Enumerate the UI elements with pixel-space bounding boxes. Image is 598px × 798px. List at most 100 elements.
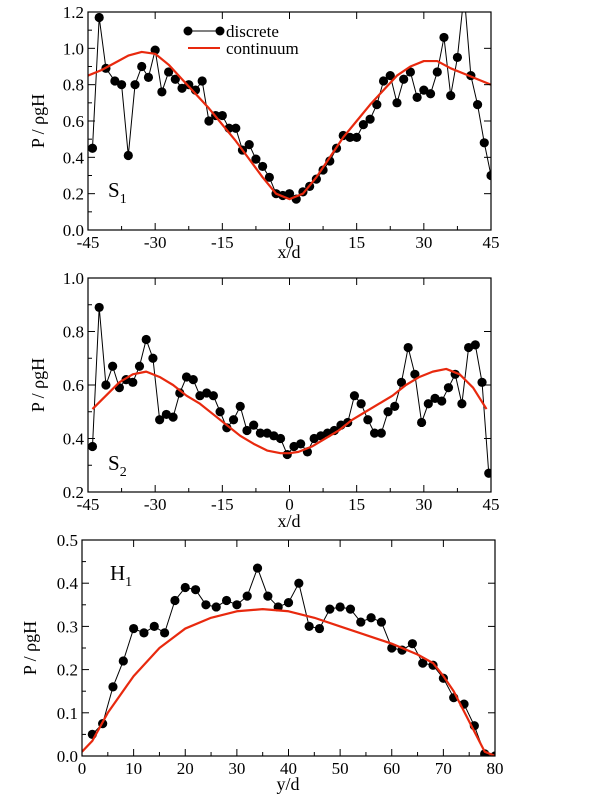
panel-h1-discrete-point — [118, 656, 128, 666]
panel-s2-discrete-point — [148, 353, 158, 363]
panel-s2-discrete-point — [437, 396, 447, 406]
panel-h1-discrete-point — [325, 604, 335, 614]
panel-h1-x-axis-label: y/d — [276, 774, 299, 794]
panel-s1-continuum-line — [88, 50, 491, 201]
panel-h1-discrete-point — [160, 628, 170, 638]
panel-h1-y-tick-label: 0.3 — [57, 617, 78, 636]
panel-s2-discrete-point — [416, 417, 427, 428]
panel-h1-discrete-point — [283, 598, 294, 608]
panel-s1-discrete-point — [137, 61, 147, 72]
panel-s1-discrete-point — [197, 76, 207, 86]
panel-s2-discrete-point — [188, 375, 198, 385]
panel-s2-discrete-point — [94, 302, 104, 313]
panel-s1-discrete-point — [116, 80, 127, 90]
panel-s2-discrete-point — [383, 407, 393, 417]
panel-s1-y-tick-label: 0.8 — [63, 76, 84, 95]
panel-h1-discrete-point — [345, 604, 356, 614]
panel-s1-discrete-point — [479, 138, 489, 148]
panel-h1-continuum-line — [82, 608, 495, 756]
panel-h1-x-tick-label: 0 — [78, 759, 87, 778]
panel-s2-discrete-point — [208, 391, 218, 401]
panel-s1-discrete-point — [143, 72, 154, 82]
panel-s2-label: S2 — [108, 451, 127, 480]
panel-s2-discrete-point — [457, 399, 467, 409]
panel-s1-x-tick-label: 0 — [285, 233, 294, 252]
panel-s1-discrete-point — [358, 120, 368, 130]
panel-s1-y-tick-label: 0.2 — [63, 185, 84, 204]
panel-s1-y-axis-label: P / ρgH — [28, 94, 48, 148]
panel-s2-y-tick-label: 1.0 — [63, 269, 84, 288]
panel-s1-discrete-point — [399, 74, 409, 84]
panel-s2-discrete-point — [101, 380, 111, 390]
panel-h1-y-tick-label: 0.1 — [57, 704, 78, 723]
panel-s1-x-tick-label: 15 — [348, 233, 365, 252]
panel-s1-plot-area — [88, 12, 491, 204]
panel-s1-y-tick-label: 1.0 — [63, 39, 84, 58]
panel-s1-discrete-point — [231, 123, 241, 133]
legend-discrete-marker-left — [183, 26, 193, 36]
panel-s1-discrete-point — [405, 67, 415, 77]
panel-h1-discrete-point — [232, 600, 242, 610]
panel-s2-label-sub: 2 — [120, 465, 127, 480]
panel-h1-x-tick-label: 30 — [228, 759, 245, 778]
panel-s1-discrete-point — [184, 80, 194, 90]
panel-s1-discrete-point — [432, 67, 442, 77]
panel-s1-discrete-point — [157, 87, 167, 97]
panel-s2-discrete-point — [423, 399, 433, 409]
panel-s2-discrete-point — [108, 361, 118, 371]
panel-s1-discrete-point — [486, 170, 491, 181]
panel-h1-plot-area — [82, 563, 495, 756]
panel-s2-x-tick-label: -30 — [144, 495, 167, 514]
panel-h1-discrete-point — [211, 602, 221, 612]
panel-s2-x-tick-label: 30 — [415, 495, 432, 514]
panel-h1-x-tick-label: 50 — [332, 759, 349, 778]
panel-s2-discrete-point — [168, 412, 178, 422]
panel-s2-discrete-point — [390, 401, 400, 411]
panel-s1: -45 -30 -15 0 15 30 45 0.0 0.2 0.4 0.6 0.8 1.0 1.2 x/… — [28, 3, 500, 262]
panel-s2-x-tick-label: 0 — [285, 495, 294, 514]
panel-s2-discrete-point — [396, 377, 407, 387]
panel-h1-x-tick-label: 20 — [177, 759, 194, 778]
panel-h1-discrete-point — [418, 658, 428, 668]
panel-s1-y-tick-label: 0.6 — [63, 112, 84, 131]
panel-s1-discrete-point — [412, 92, 422, 102]
legend-discrete-label: discrete — [226, 22, 279, 41]
panel-h1-discrete-point — [221, 595, 232, 606]
panel-h1-y-tick-label: 0.2 — [57, 661, 78, 680]
panel-s2-discrete-point — [228, 415, 239, 425]
panel-s1-x-tick-label: 30 — [415, 233, 432, 252]
panel-h1-y-tick-label: 0.5 — [57, 531, 78, 550]
panel-s1-discrete-point — [439, 32, 449, 43]
panel-h1-discrete-point — [149, 621, 159, 632]
panel-h1-discrete-point — [190, 585, 201, 595]
panel-h1-discrete-point — [263, 591, 273, 601]
panel-s1-y-tick-label: 0.0 — [63, 221, 84, 240]
panel-s2-discrete-point — [376, 428, 386, 438]
panel-s1-discrete-point — [378, 76, 389, 86]
panel-s1-discrete-point — [372, 100, 382, 110]
panel-s1-y-tick-label: 1.2 — [63, 3, 84, 22]
panel-s2-plot-area — [88, 302, 491, 478]
panel-h1-discrete-point — [314, 623, 325, 634]
panel-s2-discrete-point — [242, 425, 252, 436]
panel-h1-discrete-point — [356, 617, 366, 627]
panel-h1-frame — [81, 539, 496, 757]
panel-s1-discrete-point — [123, 150, 133, 161]
panel-s2-discrete-point — [470, 340, 480, 350]
panel-h1-discrete-point — [366, 613, 376, 623]
panel-s2-discrete-point — [255, 428, 265, 438]
panel-s1-discrete-point — [177, 83, 187, 93]
panel-s1-x-tick-label: -15 — [211, 233, 234, 252]
panel-s1-label-sub: 1 — [120, 192, 127, 207]
panel-s2-discrete-point — [249, 420, 259, 430]
panel-h1: 0 10 20 30 40 50 60 70 800.00.10.20.30.40.5 y/d … — [20, 531, 504, 794]
panel-s2-discrete-point — [222, 423, 232, 433]
panel-s2-discrete-point — [128, 377, 138, 387]
panel-s1-x-tick-label: -45 — [77, 233, 100, 252]
panel-h1-x-tick-label: 10 — [125, 759, 142, 778]
panel-s2-discrete-point — [175, 388, 185, 398]
legend: discrete continuum — [183, 22, 299, 58]
panel-s2-y-tick-label: 0.8 — [63, 323, 84, 342]
panel-s2-label-main: S — [108, 451, 120, 475]
